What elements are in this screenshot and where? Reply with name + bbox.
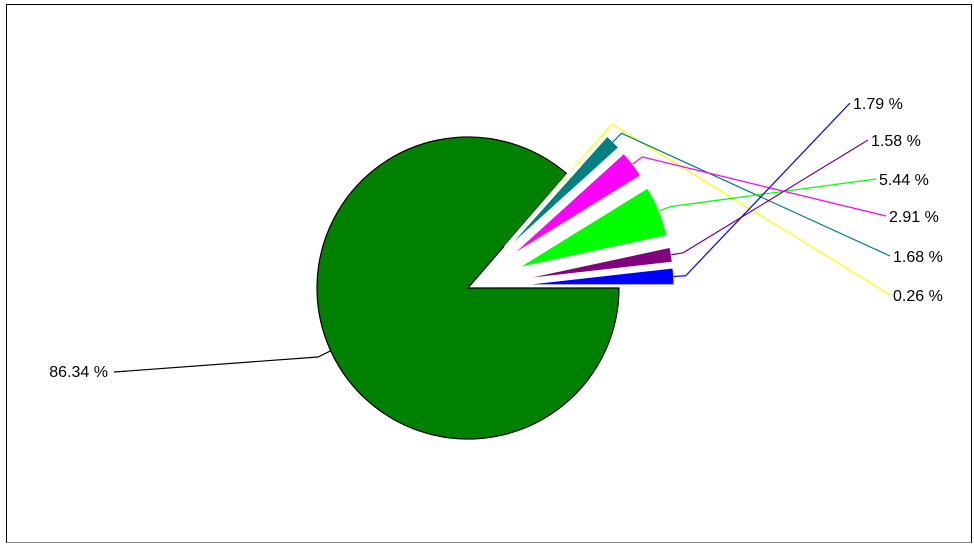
leader-lines — [113, 102, 891, 373]
slice-label: 1.68 % — [893, 249, 943, 266]
slice-label: 1.79 % — [853, 96, 903, 113]
leader-line — [671, 139, 869, 256]
leader-line — [612, 132, 891, 257]
slice-label: 1.58 % — [871, 133, 921, 150]
leader-line — [658, 178, 877, 212]
leader-line — [673, 102, 851, 278]
pie-slice — [522, 267, 675, 286]
slice-labels: 86.34 % 0.26 % 1.68 % 2.91 % 5.44 % 1.58 % 1.7… — [49, 96, 943, 381]
leader-line — [113, 350, 331, 373]
pie-slices — [316, 131, 675, 440]
pie-slice — [506, 135, 620, 250]
slice-label: 0.26 % — [893, 288, 943, 305]
leader-line — [603, 123, 891, 296]
slice-label: 5.44 % — [879, 172, 929, 189]
pie-slice — [522, 246, 673, 280]
leader-line — [632, 156, 887, 217]
chart-frame — [6, 4, 972, 543]
slice-label: 2.91 % — [889, 209, 939, 226]
slice-label: 86.34 % — [49, 364, 108, 381]
